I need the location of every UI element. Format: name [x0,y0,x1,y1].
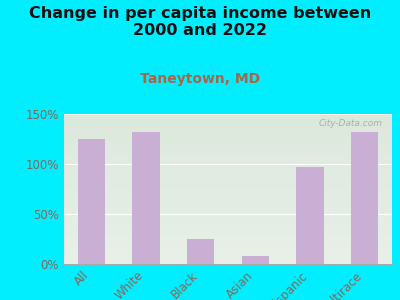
Bar [351,132,378,264]
Bar [187,239,214,264]
Text: Taneytown, MD: Taneytown, MD [140,72,260,86]
Bar [132,132,160,264]
Bar [296,167,324,264]
Bar [242,256,269,264]
Bar [78,139,105,264]
Text: City-Data.com: City-Data.com [318,118,382,127]
Text: Change in per capita income between
2000 and 2022: Change in per capita income between 2000… [29,6,371,38]
